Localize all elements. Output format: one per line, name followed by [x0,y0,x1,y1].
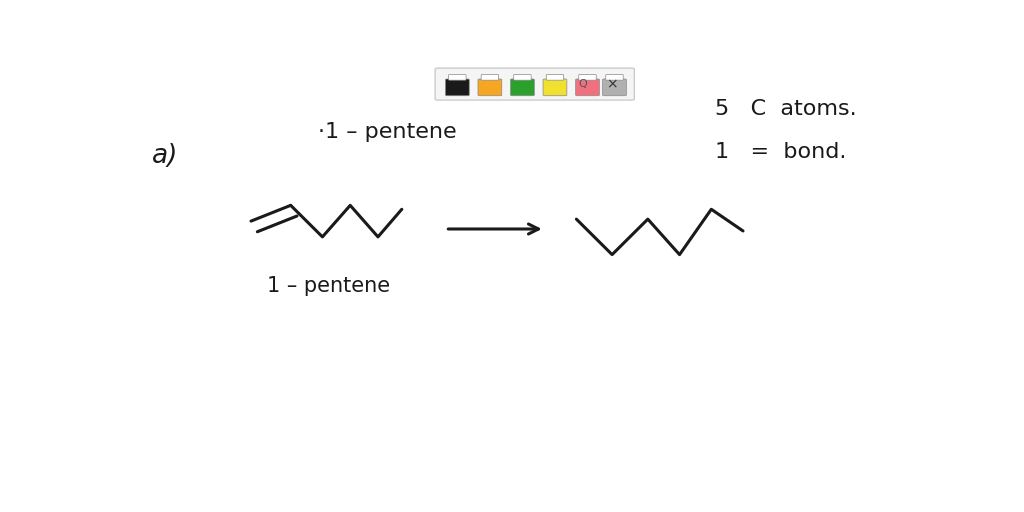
FancyBboxPatch shape [575,79,599,96]
FancyBboxPatch shape [481,75,499,80]
Text: 1 – pentene: 1 – pentene [267,276,390,296]
Text: ×: × [606,77,617,91]
FancyBboxPatch shape [478,79,502,96]
Text: 5   C  atoms.: 5 C atoms. [715,99,857,119]
Text: a): a) [152,143,178,169]
FancyBboxPatch shape [606,75,624,80]
FancyBboxPatch shape [579,75,596,80]
FancyBboxPatch shape [546,75,563,80]
Text: ·1 – pentene: ·1 – pentene [318,122,457,142]
Text: 1   =  bond.: 1 = bond. [715,142,847,162]
FancyBboxPatch shape [511,79,535,96]
FancyBboxPatch shape [445,79,469,96]
Text: Q: Q [579,79,587,89]
FancyBboxPatch shape [543,79,567,96]
FancyBboxPatch shape [435,68,634,100]
FancyBboxPatch shape [602,79,627,96]
FancyBboxPatch shape [449,75,466,80]
FancyBboxPatch shape [514,75,531,80]
